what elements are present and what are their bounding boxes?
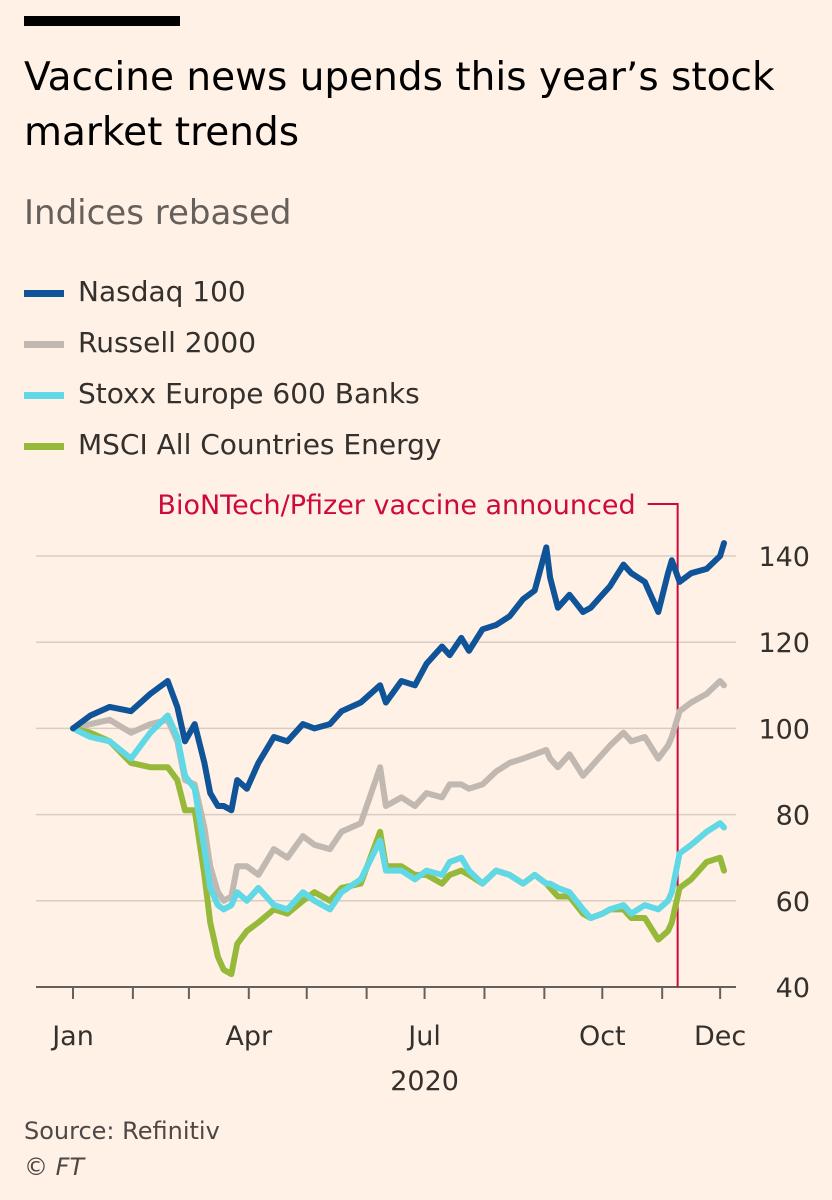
ft-brand-bar [24,16,180,26]
y-tick-label: 40 [776,973,810,1004]
y-tick-label: 60 [776,887,810,918]
x-tick-label: Oct [579,1021,626,1052]
gridlines [36,555,736,988]
y-axis: 40 60 80 100 120 140 [758,542,810,1004]
legend-label: Russell 2000 [78,326,257,359]
series-line-russell-2000 [70,678,727,904]
legend-swatch [24,341,64,348]
x-tick-label: Jan [50,1021,94,1052]
copyright-note: © FT [24,1150,84,1184]
x-axis: Jan Apr Jul Oct Dec [50,987,746,1052]
legend-label: Stoxx Europe 600 Banks [78,377,420,410]
legend-item-nasdaq: Nasdaq 100 [24,268,624,319]
legend-label: Nasdaq 100 [78,275,246,308]
legend-swatch [24,392,64,399]
y-tick-label: 100 [758,714,810,745]
x-tick-label: Jul [406,1021,441,1052]
legend-swatch [24,290,64,297]
y-tick-label: 120 [758,628,810,659]
chart-legend: Nasdaq 100 Russell 2000 Stoxx Europe 600… [24,268,624,472]
x-tick-label: Apr [225,1021,273,1052]
legend-item-russell: Russell 2000 [24,319,624,370]
legend-swatch [24,443,64,450]
copyright-symbol: © [24,1153,48,1181]
chart-subtitle: Indices rebased [24,193,292,233]
series-line-nasdaq-100 [70,540,727,814]
copyright-brand: FT [55,1153,85,1181]
legend-label: MSCI All Countries Energy [78,428,442,461]
line-chart: BioNTech/Pfizer vaccine announced Jan Apr… [36,490,810,1097]
legend-item-stoxx: Stoxx Europe 600 Banks [24,370,624,421]
series-line-msci-all-countries-energy [70,725,727,978]
legend-item-msci: MSCI All Countries Energy [24,421,624,472]
source-note: Source: Refinitiv [24,1117,220,1145]
annotation: BioNTech/Pfizer vaccine announced [157,490,679,987]
x-tick-label: Dec [694,1021,746,1052]
series-line-stoxx-europe-600-banks [70,712,727,921]
y-tick-label: 80 [776,801,810,832]
y-tick-label: 140 [758,542,810,573]
annotation-leader-line [647,503,679,987]
chart-title: Vaccine news upends this year’s stock ma… [24,55,775,155]
x-axis-year-label: 2020 [390,1066,459,1097]
series-lines [70,540,727,978]
annotation-label: BioNTech/Pfizer vaccine announced [157,490,635,521]
